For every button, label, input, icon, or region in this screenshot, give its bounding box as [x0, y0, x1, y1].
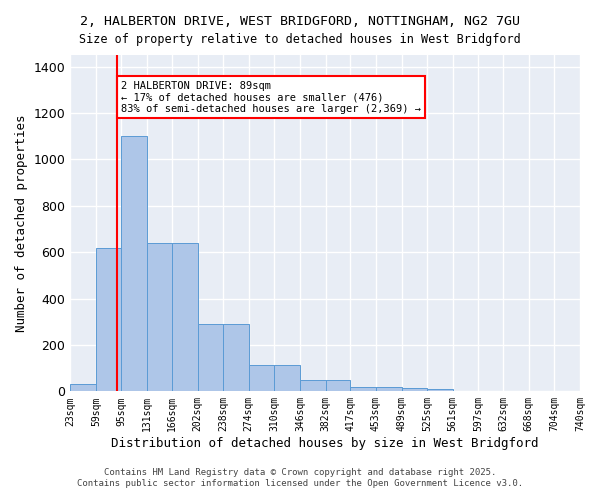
Bar [70, 384, 96, 392]
Bar [274, 364, 300, 392]
Bar [376, 386, 401, 392]
Y-axis label: Number of detached properties: Number of detached properties [15, 114, 28, 332]
Bar [96, 248, 121, 392]
Bar [223, 324, 249, 392]
Text: Contains HM Land Registry data © Crown copyright and database right 2025.
Contai: Contains HM Land Registry data © Crown c… [77, 468, 523, 487]
Bar [350, 386, 376, 392]
Bar [197, 324, 223, 392]
Bar [249, 364, 274, 392]
X-axis label: Distribution of detached houses by size in West Bridgford: Distribution of detached houses by size … [112, 437, 539, 450]
Bar [427, 389, 453, 392]
Text: 2, HALBERTON DRIVE, WEST BRIDGFORD, NOTTINGHAM, NG2 7GU: 2, HALBERTON DRIVE, WEST BRIDGFORD, NOTT… [80, 15, 520, 28]
Text: 2 HALBERTON DRIVE: 89sqm
← 17% of detached houses are smaller (476)
83% of semi-: 2 HALBERTON DRIVE: 89sqm ← 17% of detach… [121, 80, 421, 114]
Bar [172, 243, 197, 392]
Bar [401, 388, 427, 392]
Bar [326, 380, 350, 392]
Bar [300, 380, 326, 392]
Bar [147, 243, 172, 392]
Bar [121, 136, 147, 392]
Text: Size of property relative to detached houses in West Bridgford: Size of property relative to detached ho… [79, 32, 521, 46]
